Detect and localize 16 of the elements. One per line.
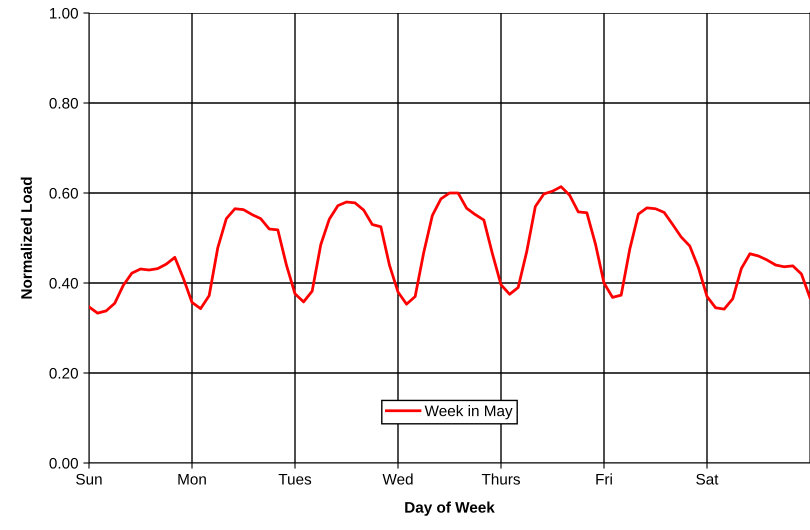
y-axis-title: Normalized Load — [20, 177, 32, 299]
x-tick-label: Tues — [278, 474, 312, 485]
legend-label: Week in May — [424, 405, 513, 420]
y-tick-label: 1.00 — [50, 8, 78, 19]
x-tick-label: Mon — [178, 474, 206, 485]
x-tick-label: Wed — [382, 473, 413, 485]
y-tick-label: 0.60 — [49, 188, 78, 199]
y-tick-label: 0.00 — [49, 458, 78, 469]
x-tick-label: Thurs — [482, 473, 520, 485]
x-tick-label: Sat — [696, 474, 718, 485]
x-tick-label: Sun — [76, 474, 102, 485]
x-axis-title: Day of Week — [405, 502, 495, 516]
y-tick-label: 0.80 — [49, 98, 78, 109]
y-tick-label: 0.20 — [49, 368, 78, 379]
x-tick-label: Fri — [596, 473, 612, 484]
y-tick-label: 0.40 — [49, 278, 78, 289]
